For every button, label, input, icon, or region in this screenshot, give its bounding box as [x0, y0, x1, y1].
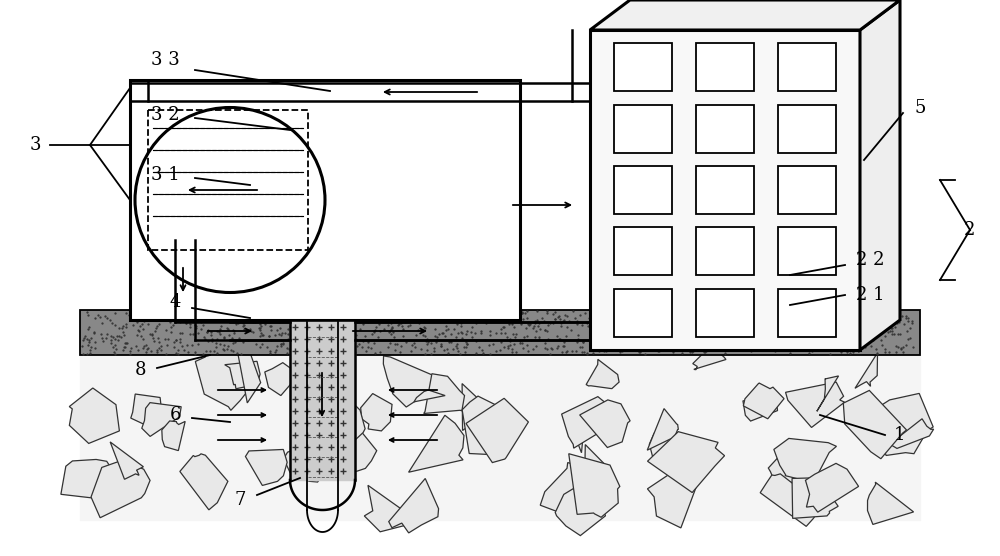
Polygon shape: [130, 80, 520, 320]
Polygon shape: [696, 43, 754, 91]
Polygon shape: [693, 350, 726, 370]
Polygon shape: [890, 419, 934, 449]
Polygon shape: [778, 105, 836, 153]
Polygon shape: [743, 400, 778, 421]
Polygon shape: [180, 454, 228, 510]
Polygon shape: [778, 43, 836, 91]
Polygon shape: [466, 398, 528, 463]
Polygon shape: [69, 388, 119, 444]
Text: 8: 8: [134, 361, 146, 379]
Polygon shape: [142, 403, 181, 436]
Polygon shape: [80, 310, 920, 355]
Polygon shape: [792, 478, 838, 518]
Polygon shape: [778, 289, 836, 337]
Polygon shape: [855, 353, 878, 388]
Polygon shape: [817, 376, 839, 411]
Polygon shape: [843, 390, 907, 459]
Polygon shape: [647, 409, 678, 450]
Polygon shape: [774, 439, 836, 483]
Polygon shape: [91, 460, 150, 518]
Text: 2 2: 2 2: [856, 251, 884, 269]
Polygon shape: [284, 439, 336, 482]
Polygon shape: [562, 396, 617, 448]
Polygon shape: [696, 227, 754, 275]
Text: 3: 3: [29, 136, 41, 154]
Polygon shape: [318, 397, 365, 446]
Polygon shape: [614, 166, 672, 214]
Polygon shape: [743, 383, 784, 419]
Polygon shape: [778, 166, 836, 214]
Polygon shape: [414, 390, 445, 402]
Polygon shape: [614, 289, 672, 337]
Polygon shape: [648, 431, 725, 493]
Text: 3 2: 3 2: [151, 106, 179, 124]
Polygon shape: [409, 415, 464, 472]
Polygon shape: [860, 0, 900, 350]
Text: 6: 6: [169, 406, 181, 424]
Polygon shape: [590, 0, 900, 30]
Polygon shape: [328, 376, 355, 418]
Polygon shape: [647, 469, 698, 528]
Polygon shape: [462, 384, 481, 430]
Polygon shape: [579, 409, 617, 425]
Polygon shape: [131, 394, 162, 424]
Polygon shape: [585, 445, 608, 470]
Polygon shape: [576, 424, 584, 453]
Text: 1: 1: [894, 426, 906, 444]
Polygon shape: [696, 105, 754, 153]
Polygon shape: [614, 227, 672, 275]
Polygon shape: [768, 458, 809, 485]
Text: 3 1: 3 1: [151, 166, 179, 184]
Polygon shape: [162, 421, 185, 450]
Polygon shape: [389, 479, 439, 533]
Polygon shape: [245, 449, 287, 485]
Text: 5: 5: [914, 99, 926, 117]
Polygon shape: [580, 400, 630, 448]
Polygon shape: [696, 166, 754, 214]
Polygon shape: [265, 363, 299, 395]
Polygon shape: [61, 459, 119, 500]
Ellipse shape: [135, 107, 325, 292]
Polygon shape: [364, 485, 421, 532]
Polygon shape: [331, 429, 377, 475]
Polygon shape: [696, 289, 754, 337]
Polygon shape: [614, 105, 672, 153]
Polygon shape: [195, 341, 258, 410]
Polygon shape: [236, 341, 261, 403]
Polygon shape: [540, 463, 589, 512]
Polygon shape: [586, 359, 619, 389]
Polygon shape: [590, 30, 860, 350]
Polygon shape: [110, 442, 143, 479]
Polygon shape: [555, 486, 606, 535]
Polygon shape: [383, 356, 440, 407]
Text: 7: 7: [234, 491, 246, 509]
Text: 2 1: 2 1: [856, 286, 884, 304]
Polygon shape: [225, 361, 260, 389]
Polygon shape: [424, 374, 465, 414]
Polygon shape: [786, 382, 845, 428]
Polygon shape: [778, 227, 836, 275]
Polygon shape: [760, 474, 823, 527]
Polygon shape: [361, 394, 392, 431]
Polygon shape: [875, 394, 933, 455]
Text: 2: 2: [964, 221, 976, 239]
Polygon shape: [649, 433, 673, 465]
Polygon shape: [614, 43, 672, 91]
Polygon shape: [569, 454, 620, 517]
Polygon shape: [805, 463, 859, 512]
Polygon shape: [868, 482, 914, 524]
Text: 3 3: 3 3: [151, 51, 179, 69]
Polygon shape: [462, 396, 509, 454]
Text: 4: 4: [169, 293, 181, 311]
